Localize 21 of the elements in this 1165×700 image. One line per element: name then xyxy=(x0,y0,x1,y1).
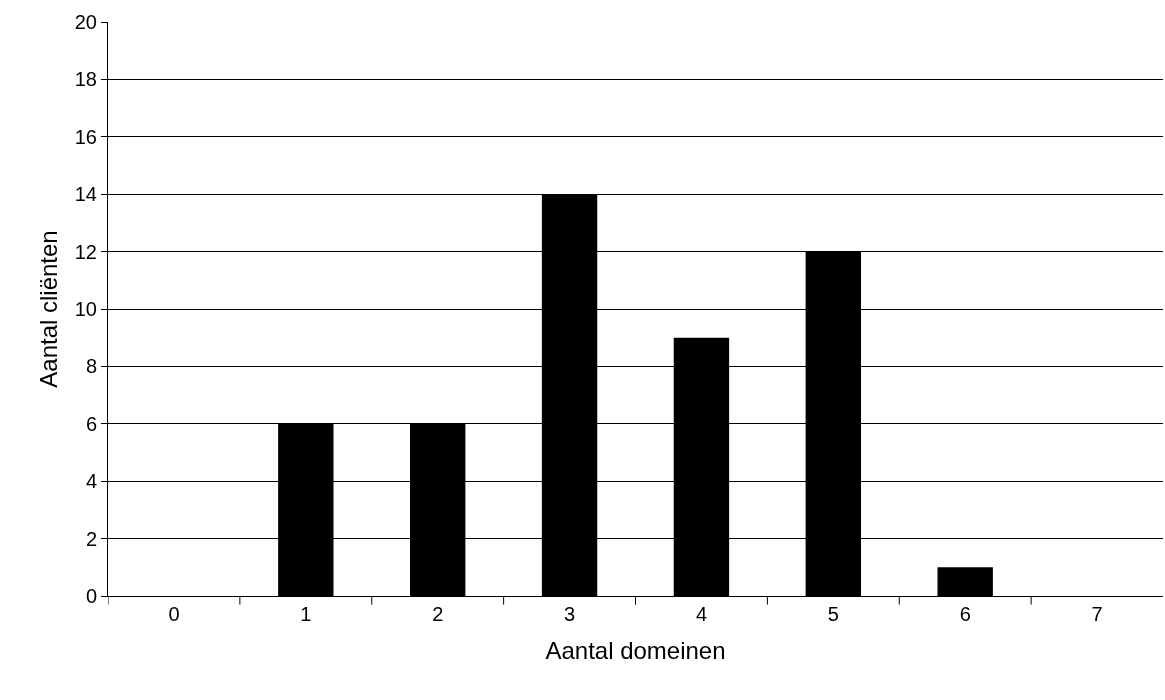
x-tick-label: 6 xyxy=(959,603,971,625)
y-tick-label: 10 xyxy=(74,298,97,320)
y-tick-label: 12 xyxy=(74,240,97,263)
y-tick-label: 2 xyxy=(85,527,97,550)
y-tick-label: 20 xyxy=(74,11,97,33)
x-tick-label: 2 xyxy=(432,603,444,625)
y-tick-label: 18 xyxy=(74,68,97,91)
y-axis-title: Aantal cliënten xyxy=(34,230,62,388)
y-tick-label: 14 xyxy=(74,183,97,206)
y-tick-label: 16 xyxy=(74,125,97,148)
x-tick-label: 5 xyxy=(827,603,839,625)
x-tick-label: 1 xyxy=(300,603,312,625)
y-tick-label: 6 xyxy=(85,412,97,435)
x-tick-label: 3 xyxy=(564,603,576,625)
y-tick-label: 0 xyxy=(85,585,97,607)
x-tick-label: 4 xyxy=(695,603,707,625)
y-tick-label: 4 xyxy=(85,470,97,493)
x-axis-title: Aantal domeinen xyxy=(545,637,726,665)
x-tick-label: 7 xyxy=(1091,603,1103,625)
x-tick-label: 0 xyxy=(168,603,180,625)
y-tick-label: 8 xyxy=(85,355,97,378)
